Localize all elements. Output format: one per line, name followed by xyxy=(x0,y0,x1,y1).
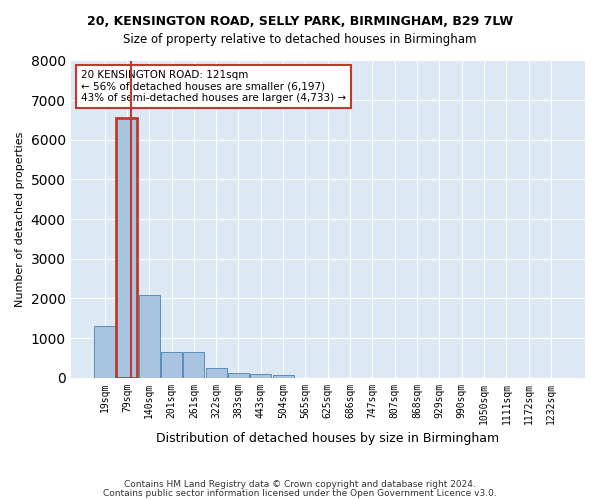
Bar xyxy=(139,295,160,378)
Bar xyxy=(183,352,205,378)
X-axis label: Distribution of detached houses by size in Birmingham: Distribution of detached houses by size … xyxy=(156,432,499,445)
Text: 20, KENSINGTON ROAD, SELLY PARK, BIRMINGHAM, B29 7LW: 20, KENSINGTON ROAD, SELLY PARK, BIRMING… xyxy=(87,15,513,28)
Bar xyxy=(250,374,271,378)
Text: 20 KENSINGTON ROAD: 121sqm
← 56% of detached houses are smaller (6,197)
43% of s: 20 KENSINGTON ROAD: 121sqm ← 56% of deta… xyxy=(81,70,346,103)
Y-axis label: Number of detached properties: Number of detached properties xyxy=(15,132,25,307)
Bar xyxy=(94,326,115,378)
Bar xyxy=(161,352,182,378)
Bar xyxy=(272,376,294,378)
Bar xyxy=(116,118,137,378)
Bar xyxy=(228,373,249,378)
Text: Contains public sector information licensed under the Open Government Licence v3: Contains public sector information licen… xyxy=(103,488,497,498)
Text: Contains HM Land Registry data © Crown copyright and database right 2024.: Contains HM Land Registry data © Crown c… xyxy=(124,480,476,489)
Bar xyxy=(206,368,227,378)
Text: Size of property relative to detached houses in Birmingham: Size of property relative to detached ho… xyxy=(123,32,477,46)
